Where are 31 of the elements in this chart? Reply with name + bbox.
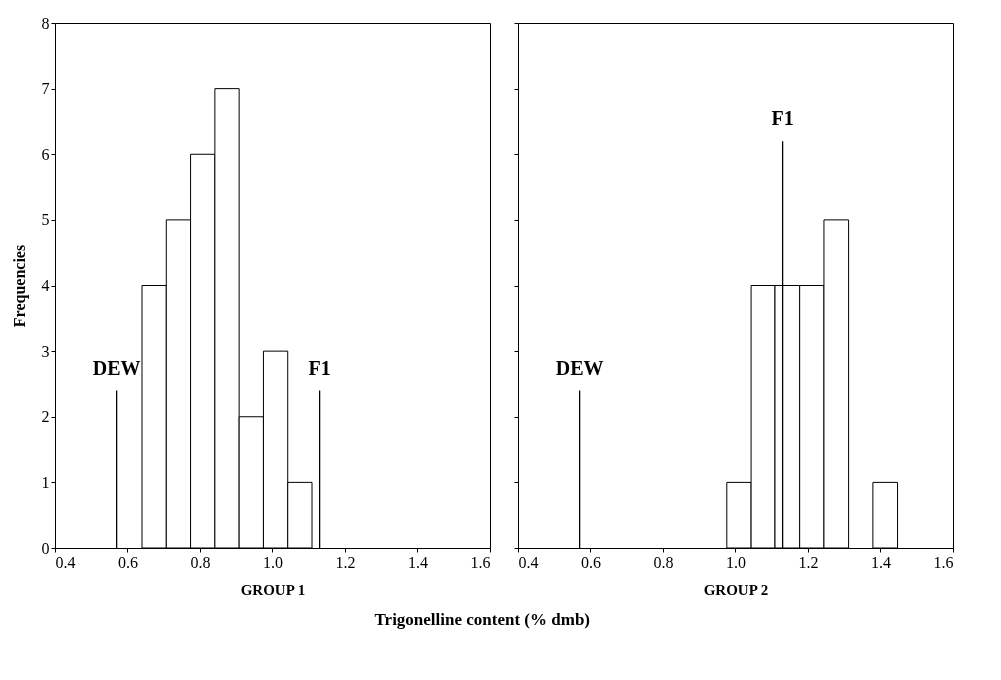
y-tick-label: 6 bbox=[41, 145, 50, 163]
ref-line-label: DEW bbox=[92, 356, 141, 379]
x-tick-label: 1.6 bbox=[933, 553, 954, 571]
x-tick-label: 0.4 bbox=[55, 553, 76, 571]
y-tick-label: 1 bbox=[41, 473, 50, 491]
y-tick-label: 7 bbox=[41, 80, 50, 98]
x-tick-label: 0.8 bbox=[190, 553, 211, 571]
x-tick-label: 0.8 bbox=[653, 553, 674, 571]
y-tick-label: 4 bbox=[41, 277, 50, 294]
ref-line-label: F1 bbox=[308, 356, 331, 379]
x-axis-title: GROUP 2 bbox=[703, 581, 769, 598]
text: Trigonelline content (% dmb) bbox=[374, 609, 590, 629]
y-tick-label: 3 bbox=[41, 342, 50, 360]
x-tick-label: 1.4 bbox=[871, 553, 891, 571]
x-tick-label: 1.6 bbox=[470, 553, 491, 571]
x-tick-label: 0.4 bbox=[518, 553, 539, 571]
x-tick-label: 1.2 bbox=[335, 553, 356, 571]
y-tick-label: 2 bbox=[41, 408, 50, 426]
x-tick-label: 1.0 bbox=[726, 553, 746, 571]
y-axis-title: Frequencies bbox=[10, 244, 29, 328]
y-tick-label: 0 bbox=[41, 539, 50, 557]
x-tick-label: 0.6 bbox=[581, 553, 601, 571]
x-tick-label: 1.4 bbox=[408, 553, 428, 571]
ref-line-label: DEW bbox=[555, 356, 604, 379]
y-tick-label: 8 bbox=[41, 14, 50, 32]
y-tick-label: 5 bbox=[41, 211, 50, 229]
x-tick-label: 0.6 bbox=[118, 553, 138, 571]
x-tick-label: 1.2 bbox=[798, 553, 819, 571]
ref-line-label: F1 bbox=[771, 107, 794, 130]
x-tick-label: 1.0 bbox=[263, 553, 283, 571]
x-axis-title: GROUP 1 bbox=[240, 581, 306, 598]
